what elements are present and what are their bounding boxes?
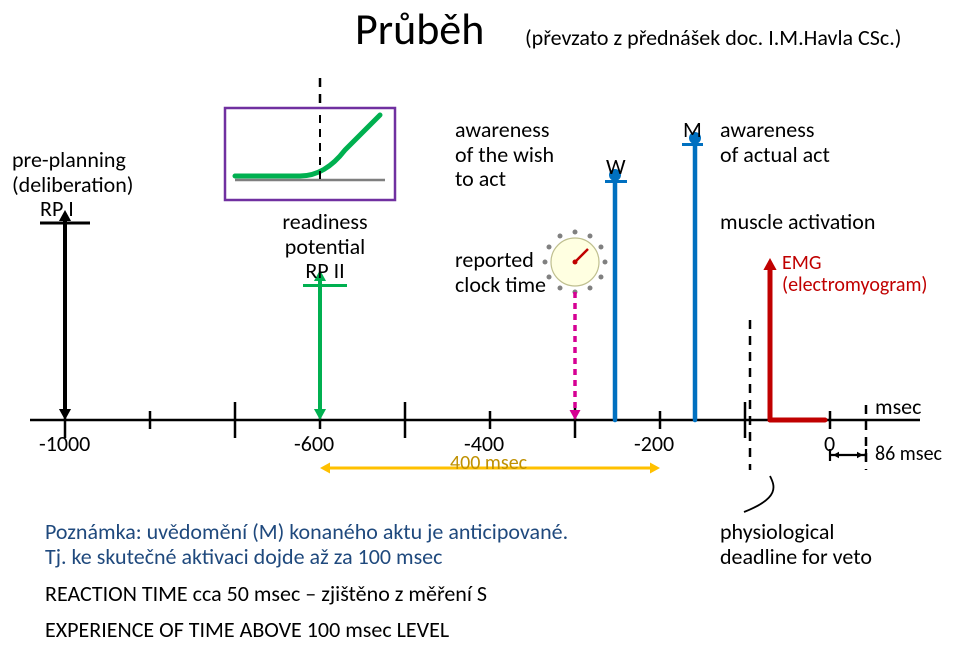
- label-line: (electromyogram): [782, 274, 927, 296]
- label-line: physiological: [720, 520, 872, 545]
- axis-unit: msec: [875, 395, 921, 420]
- page-subtitle: (převzato z přednášek doc. I.M.Havla CSc…: [525, 24, 901, 51]
- label-line: (deliberation): [12, 173, 133, 198]
- label-line: readiness: [275, 210, 375, 235]
- axis-tick: -1000: [39, 430, 90, 457]
- label-line: to act: [455, 167, 554, 192]
- label-awareness-wish: awareness of the wish to act: [455, 118, 554, 192]
- label-rpii: RP II: [303, 259, 346, 287]
- axis-tick: -600: [294, 430, 334, 457]
- label-preplanning: pre-planning (deliberation) RP I: [12, 148, 133, 222]
- label-line: RP I: [40, 197, 133, 222]
- axis-tick: -200: [634, 430, 674, 457]
- axis-tick: -400: [464, 430, 504, 457]
- label-line: pre-planning: [12, 148, 133, 173]
- label-line: of actual act: [720, 143, 830, 168]
- label-experience-time: EXPERIENCE OF TIME ABOVE 100 msec LEVEL: [45, 618, 449, 643]
- label-emg: EMG (electromyogram): [782, 252, 927, 296]
- label-line: Tj. ke skutečné aktivaci dojde až za 100…: [45, 545, 568, 570]
- label-reported-clock: reported clock time: [455, 248, 546, 297]
- label-line: potential: [275, 235, 375, 260]
- page-title: Průběh: [355, 2, 484, 56]
- label-line: awareness: [455, 118, 554, 143]
- label-muscle: muscle activation: [720, 210, 875, 235]
- label-line: awareness: [720, 118, 830, 143]
- label-w: W: [605, 155, 627, 183]
- label-readiness: readiness potential RP II: [275, 210, 375, 287]
- label-86msec: 86 msec: [875, 443, 942, 465]
- label-line: reported: [455, 248, 546, 273]
- label-phys-deadline: physiological deadline for veto: [720, 520, 872, 569]
- label-line: clock time: [455, 273, 546, 298]
- note-anticipated: Poznámka: uvědomění (M) konaného aktu je…: [45, 520, 568, 569]
- label-awareness-act: awareness of actual act: [720, 118, 830, 167]
- label-line: deadline for veto: [720, 545, 872, 570]
- label-m: M: [682, 118, 703, 146]
- label-line: EMG: [782, 252, 927, 274]
- axis-tick: 0: [824, 430, 835, 457]
- label-line: Poznámka: uvědomění (M) konaného aktu je…: [45, 520, 568, 545]
- label-line: of the wish: [455, 143, 554, 168]
- label-reaction-time: REACTION TIME cca 50 msec – zjištěno z m…: [45, 582, 487, 607]
